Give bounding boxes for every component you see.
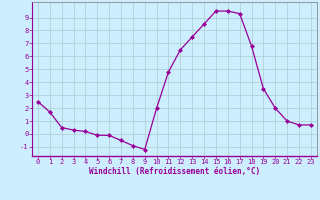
X-axis label: Windchill (Refroidissement éolien,°C): Windchill (Refroidissement éolien,°C)	[89, 167, 260, 176]
